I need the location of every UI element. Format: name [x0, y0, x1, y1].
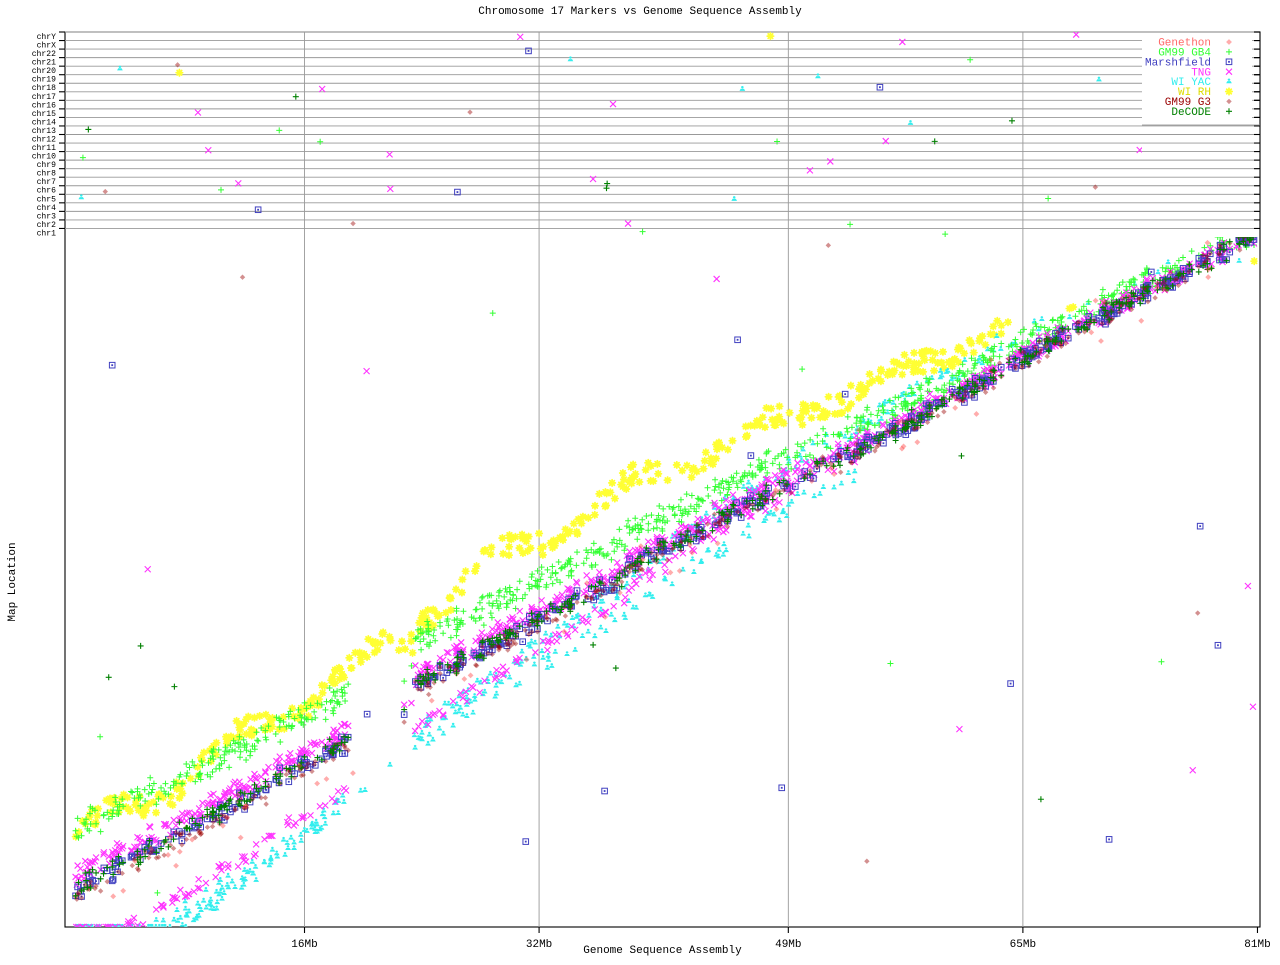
- svg-text:chr1: chr1: [37, 229, 57, 238]
- svg-text:Genome Sequence Assembly: Genome Sequence Assembly: [583, 945, 742, 957]
- svg-text:Map Location: Map Location: [7, 542, 19, 621]
- svg-text:49Mb: 49Mb: [775, 939, 801, 951]
- svg-text:DeCODE: DeCODE: [1171, 107, 1211, 119]
- svg-text:81Mb: 81Mb: [1244, 939, 1270, 951]
- svg-text:16Mb: 16Mb: [291, 939, 317, 951]
- svg-text:65Mb: 65Mb: [1010, 939, 1036, 951]
- svg-text:32Mb: 32Mb: [526, 939, 552, 951]
- svg-text:Chromosome 17 Markers vs Genom: Chromosome 17 Markers vs Genome Sequence…: [478, 6, 802, 18]
